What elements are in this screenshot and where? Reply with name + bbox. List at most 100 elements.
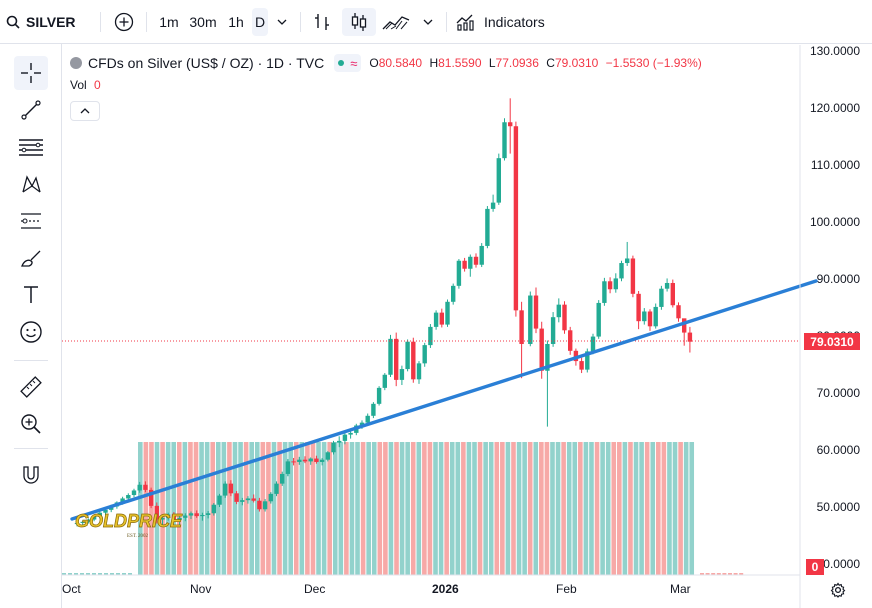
crosshair-tool[interactable] xyxy=(14,56,48,90)
text-tool[interactable] xyxy=(14,278,48,312)
price-chart[interactable]: GOLDPRICE EST. 2002 xyxy=(62,45,872,608)
candle-body xyxy=(508,122,513,127)
volume-bar xyxy=(68,573,72,575)
chart-type-dropdown[interactable] xyxy=(418,8,438,36)
candle-body xyxy=(485,208,490,246)
volume-bar xyxy=(310,442,316,575)
time-tick: Nov xyxy=(190,582,212,596)
volume-bar xyxy=(739,573,744,575)
volume-bar xyxy=(589,442,594,575)
chart-settings-button[interactable] xyxy=(828,580,848,600)
volume-bar xyxy=(243,442,249,575)
candle-body xyxy=(223,483,228,496)
price-tick: 120.0000 xyxy=(809,101,860,115)
symbol-search-button[interactable]: SILVER xyxy=(6,8,86,36)
candle-body xyxy=(545,343,550,371)
trend-line-drawing[interactable] xyxy=(70,279,818,521)
emoji-tool[interactable] xyxy=(14,315,48,349)
volume-bar xyxy=(555,442,561,575)
candle xyxy=(177,516,182,526)
candle-body xyxy=(659,288,664,307)
area-style-button[interactable] xyxy=(380,8,412,36)
volume-bar xyxy=(511,442,516,575)
candle xyxy=(228,480,234,497)
time-tick: 2026 xyxy=(432,582,459,596)
candle-body xyxy=(473,256,479,265)
candle xyxy=(636,290,641,330)
candle xyxy=(451,283,456,305)
volume-bar xyxy=(128,573,132,575)
candles-style-button[interactable] xyxy=(342,8,376,36)
interval-1h[interactable]: 1h xyxy=(228,14,244,30)
volume-bar xyxy=(433,442,438,575)
candle-body xyxy=(137,484,142,491)
interval-d[interactable]: D xyxy=(252,8,268,36)
candle xyxy=(490,194,496,212)
volume-bar xyxy=(188,442,193,575)
compare-symbol-button[interactable] xyxy=(112,8,136,36)
time-tick: Feb xyxy=(556,582,577,596)
candle xyxy=(274,481,279,497)
magnet-tool[interactable] xyxy=(14,458,48,492)
measure-tool[interactable] xyxy=(14,370,48,404)
candle xyxy=(308,457,313,465)
volume-bar xyxy=(605,442,611,575)
candle xyxy=(664,278,670,292)
interval-dropdown[interactable] xyxy=(272,8,292,36)
candle-body xyxy=(590,336,596,352)
candle-body xyxy=(86,519,91,522)
pattern-tool[interactable] xyxy=(14,167,48,201)
candle-body xyxy=(676,305,681,319)
collapse-legend-button[interactable] xyxy=(70,101,100,121)
series-title[interactable]: CFDs on Silver (US$ / OZ) · 1D · TVC xyxy=(88,55,325,71)
volume-bar xyxy=(644,442,650,575)
candle-body xyxy=(388,338,393,375)
volume-bar xyxy=(683,442,689,575)
candle-body xyxy=(308,458,313,462)
candle-body xyxy=(177,517,182,521)
volume-bar xyxy=(438,442,444,575)
candle-body xyxy=(456,260,462,286)
candle-body xyxy=(302,459,308,462)
brush-icon xyxy=(21,250,41,267)
volume-bar xyxy=(344,442,349,575)
forecast-tool[interactable] xyxy=(14,204,48,238)
candle xyxy=(533,287,539,334)
candle-body xyxy=(194,513,199,517)
volume-bar xyxy=(199,442,204,575)
interval-30m[interactable]: 30m xyxy=(189,14,217,30)
interval-1m[interactable]: 1m xyxy=(159,14,179,30)
indicators-label: Indicators xyxy=(484,14,545,30)
series-legend: CFDs on Silver (US$ / OZ) · 1D · TVC ≈ O… xyxy=(70,52,702,74)
volume-bar xyxy=(360,442,366,575)
brush-tool[interactable] xyxy=(14,241,48,275)
candle xyxy=(568,326,573,355)
candle-body xyxy=(602,281,607,303)
candle xyxy=(545,340,550,427)
zoom-tool[interactable] xyxy=(14,407,48,441)
candle-body xyxy=(274,483,279,494)
candle-body xyxy=(97,512,102,517)
candle-body xyxy=(188,513,194,516)
top-toolbar: SILVER 1m 30m 1h D Indicators xyxy=(0,0,872,44)
ohlc-values: O80.5840 H81.5590 L77.0936 C79.0310 −1.5… xyxy=(369,56,702,70)
candle xyxy=(74,521,80,527)
candle-body xyxy=(513,126,519,311)
candle xyxy=(625,241,630,266)
candle xyxy=(325,451,330,462)
candle-body xyxy=(664,282,670,289)
trend-line-tool[interactable] xyxy=(14,93,48,127)
market-status[interactable]: ≈ xyxy=(334,54,362,72)
candle xyxy=(670,279,675,308)
bar-style-button[interactable] xyxy=(308,8,336,36)
ruler-icon xyxy=(20,376,42,398)
indicators-button[interactable]: Indicators xyxy=(456,8,556,36)
volume-bar xyxy=(650,442,656,575)
candle-body xyxy=(636,293,641,322)
candle-body xyxy=(670,282,675,306)
volume-bar xyxy=(215,442,221,575)
fib-tool[interactable] xyxy=(14,130,48,164)
volume-bar xyxy=(288,442,293,575)
volume-bar xyxy=(92,573,96,575)
volume-bar xyxy=(182,442,188,575)
